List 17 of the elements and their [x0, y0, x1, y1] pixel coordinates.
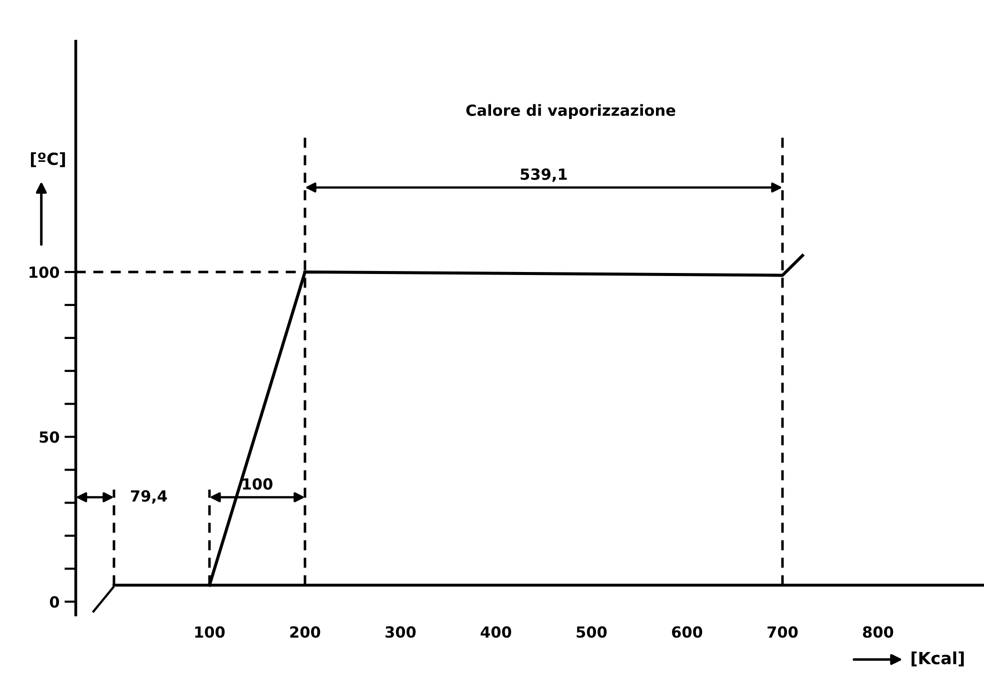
x-tick-label: 500: [576, 626, 607, 638]
annotation: 79,4: [130, 490, 167, 504]
x-tick-label: 800: [862, 626, 894, 638]
y-tick-label: 100: [30, 266, 60, 278]
x-tick-label: 400: [480, 626, 512, 638]
x-axis-title: [Kcal]: [912, 651, 964, 666]
y-tick-label: 50: [40, 431, 60, 443]
annotation: 539,1: [520, 168, 567, 182]
x-tick-label: 300: [386, 626, 416, 638]
x-tick-label: 100: [195, 626, 225, 638]
annotation: 100: [243, 478, 272, 490]
annotation: Calore di vaporizzazione: [466, 104, 676, 119]
x-tick-label: 600: [672, 626, 702, 638]
y-axis-title: [ºC]: [30, 152, 65, 168]
y-tick-label: 0: [50, 596, 60, 608]
x-tick-label: 200: [290, 626, 320, 638]
x-tick-label: 700: [768, 626, 798, 638]
